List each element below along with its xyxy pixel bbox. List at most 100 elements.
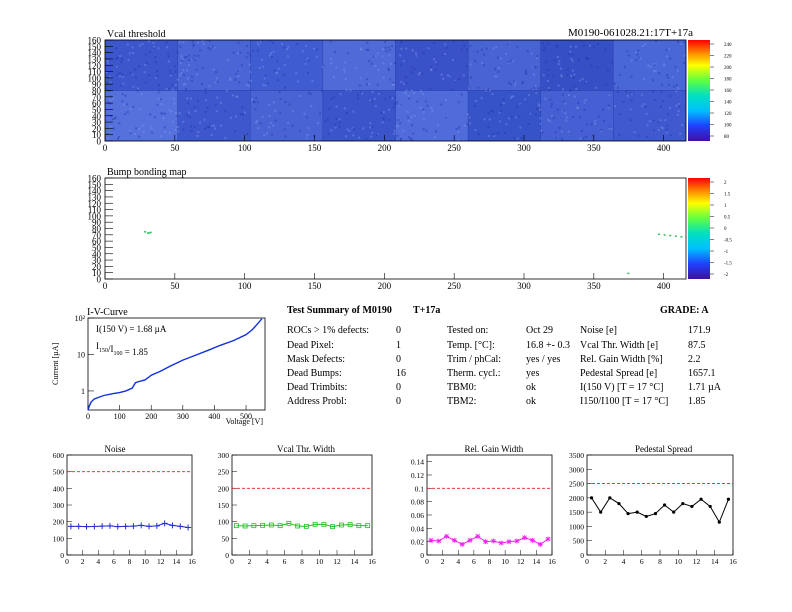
pixel-speckle bbox=[231, 94, 234, 97]
pixel-speckle bbox=[169, 69, 172, 72]
noise-point bbox=[67, 523, 74, 530]
pixel-speckle bbox=[414, 52, 417, 55]
pixel-speckle bbox=[310, 105, 313, 108]
pixel-speckle bbox=[204, 111, 207, 114]
dead-bump bbox=[669, 234, 672, 237]
pixel-speckle bbox=[577, 59, 580, 62]
pixel-speckle bbox=[435, 130, 438, 133]
pixel-speckle bbox=[440, 73, 443, 76]
pixel-speckle bbox=[640, 93, 643, 96]
pixel-speckle bbox=[633, 131, 636, 134]
vcal-xtick-label: 200 bbox=[378, 143, 392, 153]
pixel-speckle bbox=[659, 105, 662, 108]
noise-ytick-label: 300 bbox=[53, 501, 65, 510]
pixel-speckle bbox=[267, 126, 270, 129]
pixel-speckle bbox=[673, 85, 676, 88]
pixel-speckle bbox=[399, 138, 402, 141]
vcal-width-point bbox=[268, 522, 274, 528]
pixel-speckle bbox=[142, 130, 145, 133]
pixel-speckle bbox=[382, 111, 385, 114]
bump-ytick-label: 80 bbox=[92, 224, 102, 234]
bump-frame bbox=[104, 177, 687, 280]
pixel-speckle bbox=[190, 130, 193, 133]
pixel-speckle bbox=[149, 113, 152, 116]
pixel-speckle bbox=[487, 88, 490, 91]
pixel-speckle bbox=[262, 84, 265, 87]
pixel-speckle bbox=[154, 60, 157, 63]
bump-xtick-label: 250 bbox=[447, 281, 461, 291]
pixel-speckle bbox=[465, 65, 468, 68]
vcal-ytick-label: 60 bbox=[92, 99, 102, 109]
vcal-width-xtick-label: 16 bbox=[368, 557, 376, 566]
pixel-speckle bbox=[499, 110, 502, 113]
pixel-speckle bbox=[524, 71, 527, 74]
pixel-speckle bbox=[480, 48, 483, 51]
pixel-speckle bbox=[419, 106, 422, 109]
noise-point bbox=[99, 523, 106, 530]
pixel-speckle bbox=[613, 82, 616, 85]
pixel-speckle bbox=[296, 80, 299, 83]
pixel-speckle bbox=[511, 60, 514, 63]
pixel-speckle bbox=[128, 52, 131, 55]
gain-width-point bbox=[444, 533, 450, 539]
pixel-speckle bbox=[327, 132, 330, 135]
noise-point bbox=[75, 523, 82, 530]
pixel-speckle bbox=[376, 52, 379, 55]
pixel-speckle bbox=[291, 124, 294, 127]
vcal-width-point bbox=[286, 520, 292, 526]
dead-bump bbox=[144, 231, 147, 233]
pixel-speckle bbox=[496, 56, 499, 59]
vcal-palette-label: 160 bbox=[724, 89, 732, 94]
pixel-speckle bbox=[507, 42, 510, 45]
pixel-speckle bbox=[263, 134, 266, 137]
vcal-width-point bbox=[312, 521, 318, 527]
pixel-speckle bbox=[596, 43, 599, 46]
pixel-speckle bbox=[414, 54, 417, 57]
pixel-speckle bbox=[109, 102, 112, 105]
condition-value: ok bbox=[526, 382, 536, 393]
pixel-speckle bbox=[661, 83, 664, 86]
pixel-speckle bbox=[495, 45, 498, 48]
pixel-speckle bbox=[171, 83, 174, 86]
pixel-speckle bbox=[229, 77, 232, 80]
vcal-title: Vcal threshold bbox=[107, 29, 166, 40]
pixel-speckle bbox=[625, 90, 628, 93]
vcal-palette-label: 80 bbox=[724, 135, 730, 140]
pixel-speckle bbox=[163, 126, 166, 129]
noise-ytick-label: 0 bbox=[60, 551, 64, 560]
pixel-speckle bbox=[122, 103, 125, 106]
pixel-speckle bbox=[666, 124, 669, 127]
pixel-speckle bbox=[241, 106, 244, 109]
pixel-speckle bbox=[266, 82, 269, 85]
pixel-speckle bbox=[384, 40, 387, 43]
pixel-speckle bbox=[407, 97, 410, 100]
pixel-speckle bbox=[186, 97, 189, 100]
pixel-speckle bbox=[209, 48, 212, 51]
pixel-speckle bbox=[219, 101, 222, 104]
pixel-speckle bbox=[321, 65, 324, 68]
pixel-speckle bbox=[668, 106, 671, 109]
pixel-speckle bbox=[445, 98, 448, 101]
pixel-speckle bbox=[546, 79, 549, 82]
vcal-ytick-label: 90 bbox=[92, 80, 102, 90]
pixel-speckle bbox=[576, 106, 579, 109]
pixel-speckle bbox=[144, 81, 147, 84]
pixel-speckle bbox=[204, 127, 207, 130]
pixel-speckle bbox=[671, 76, 674, 79]
pixel-speckle bbox=[594, 86, 597, 89]
pixel-speckle bbox=[415, 54, 418, 57]
vcal-width-ytick-label: 250 bbox=[218, 468, 230, 477]
pixel-speckle bbox=[209, 123, 212, 126]
pixel-speckle bbox=[359, 77, 362, 80]
pixel-speckle bbox=[510, 95, 513, 98]
pixel-speckle bbox=[434, 68, 437, 71]
iv-annotation-part: /I bbox=[108, 344, 114, 354]
pixel-speckle bbox=[433, 58, 436, 61]
result-label: I(150 V) [T = 17 °C] bbox=[580, 382, 664, 393]
pixel-speckle bbox=[252, 49, 255, 52]
gain-width-ytick-label: 0.1 bbox=[415, 484, 425, 493]
pixel-speckle bbox=[497, 67, 500, 70]
pixel-speckle bbox=[470, 76, 473, 79]
pixel-speckle bbox=[264, 84, 267, 87]
pixel-speckle bbox=[536, 107, 539, 110]
